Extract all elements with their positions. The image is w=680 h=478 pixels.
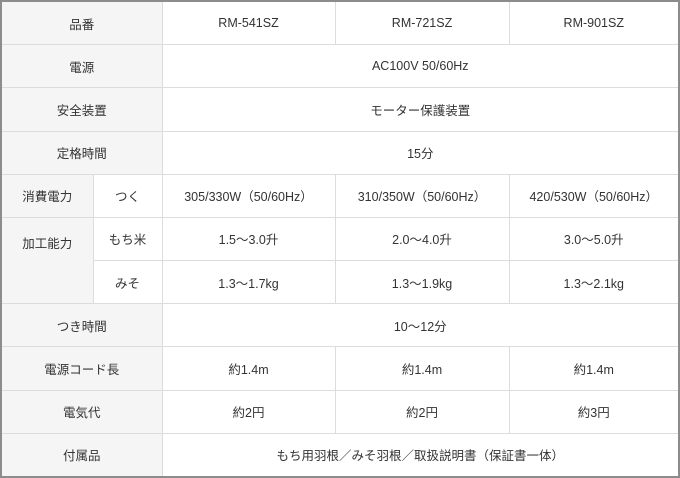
- value-cell: 1.3〜1.7kg: [161, 260, 336, 305]
- table-row: 消費電力 つく 305/330W（50/60Hz） 310/350W（50/60…: [2, 173, 679, 218]
- row-label: 電源コード長: [2, 346, 163, 391]
- value-cell: 15分: [161, 130, 679, 175]
- value-cell: 1.3〜1.9kg: [334, 260, 510, 305]
- value-cell: 305/330W（50/60Hz）: [161, 173, 336, 218]
- value-cell: 約2円: [334, 389, 510, 434]
- value-cell: 約3円: [508, 389, 679, 434]
- sub-label: みそ: [93, 260, 163, 305]
- value-cell: 約1.4m: [161, 346, 336, 391]
- value-cell: AC100V 50/60Hz: [161, 44, 679, 89]
- value-cell: 約1.4m: [508, 346, 679, 391]
- row-label: 定格時間: [2, 130, 163, 175]
- value-cell: 約1.4m: [334, 346, 510, 391]
- value-cell: 約2円: [161, 389, 336, 434]
- table-row: 電源コード長 約1.4m 約1.4m 約1.4m: [2, 346, 679, 391]
- row-label: 品番: [2, 2, 163, 46]
- table-row: みそ 1.3〜1.7kg 1.3〜1.9kg 1.3〜2.1kg: [2, 260, 679, 305]
- table-row: 電源 AC100V 50/60Hz: [2, 44, 679, 89]
- row-label: つき時間: [2, 303, 163, 348]
- model-cell: RM-721SZ: [334, 2, 510, 46]
- table-row: 加工能力 もち米 1.5〜3.0升 2.0〜4.0升 3.0〜5.0升: [2, 216, 679, 305]
- value-cell: 1.3〜2.1kg: [508, 260, 679, 305]
- value-cell: 2.0〜4.0升: [334, 216, 510, 262]
- table-row: 安全装置 モーター保護装置: [2, 87, 679, 132]
- row-label: 安全装置: [2, 87, 163, 132]
- table-row: 電気代 約2円 約2円 約3円: [2, 389, 679, 434]
- value-cell: 10〜12分: [161, 303, 679, 348]
- value-cell: モーター保護装置: [161, 87, 679, 132]
- value-cell: 1.5〜3.0升: [161, 216, 336, 262]
- table-row: 付属品 もち用羽根／みそ羽根／取扱説明書（保証書一体）: [2, 432, 679, 476]
- row-label: 電源: [2, 44, 163, 89]
- table-row: 定格時間 15分: [2, 130, 679, 175]
- sub-label: もち米: [92, 216, 163, 262]
- row-label: 付属品: [2, 432, 163, 476]
- model-cell: RM-541SZ: [161, 2, 336, 46]
- table-row: つき時間 10〜12分: [2, 303, 679, 348]
- table-row: 品番 RM-541SZ RM-721SZ RM-901SZ: [2, 2, 679, 46]
- row-label: 加工能力: [2, 216, 94, 305]
- value-cell: 310/350W（50/60Hz）: [334, 173, 510, 218]
- row-label: 消費電力: [2, 173, 94, 218]
- value-cell: 3.0〜5.0升: [508, 216, 679, 262]
- row-label: 電気代: [2, 389, 163, 434]
- value-cell: もち用羽根／みそ羽根／取扱説明書（保証書一体）: [161, 432, 679, 476]
- value-cell: 420/530W（50/60Hz）: [508, 173, 679, 218]
- sub-label: つく: [92, 173, 163, 218]
- model-cell: RM-901SZ: [508, 2, 679, 46]
